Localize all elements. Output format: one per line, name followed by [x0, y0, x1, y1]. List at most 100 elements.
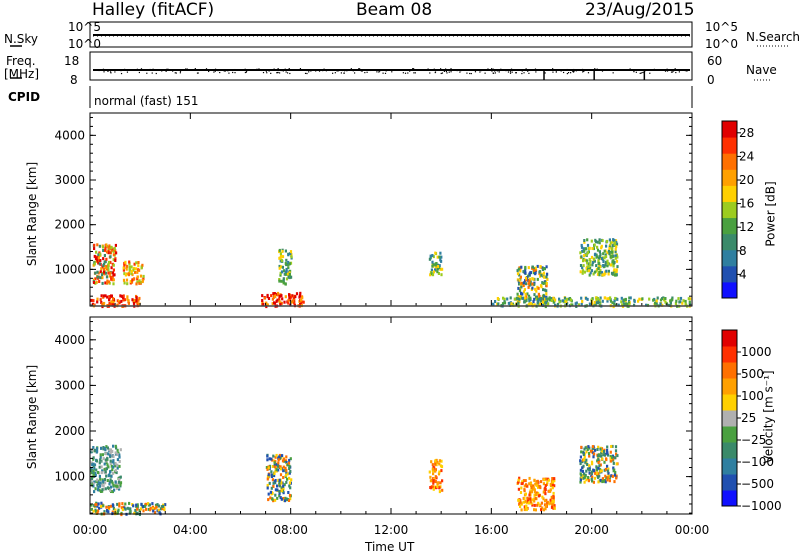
velocity-cell [533, 478, 536, 482]
power-cell [537, 303, 541, 307]
velocity-cell [582, 458, 585, 462]
power-cell [278, 264, 281, 268]
power-cell [281, 297, 284, 301]
nave-point [450, 71, 452, 73]
power-cell [541, 300, 545, 304]
velocity-cell [611, 444, 614, 448]
power-colorbar-segment [722, 233, 737, 251]
power-cell [539, 302, 542, 306]
power-cell [679, 296, 683, 300]
power-cell [284, 262, 287, 265]
power-cell [615, 273, 618, 277]
velocity-cell [606, 448, 609, 452]
power-cell [545, 284, 548, 288]
velocity-cell [285, 497, 289, 501]
velocity-cell [432, 479, 435, 482]
velocity-cell [273, 461, 276, 465]
nave-point [512, 68, 515, 71]
nave-point [318, 70, 321, 72]
velocity-cell [268, 464, 271, 468]
nave-point [474, 71, 477, 73]
nave-point [549, 69, 551, 71]
velocity-cell [551, 499, 554, 503]
power-cell [596, 255, 599, 259]
power-cell [127, 273, 131, 277]
velocity-cell [524, 492, 527, 496]
velocity-cell [288, 484, 291, 488]
power-cell [284, 270, 287, 274]
velocity-cell [580, 450, 583, 454]
velocity-cell [595, 465, 598, 469]
velocity-cell [163, 506, 166, 510]
velocity-cell [519, 491, 523, 494]
power-cell [611, 301, 614, 305]
velocity-colorbar-segment [722, 394, 737, 411]
velocity-cell [140, 502, 143, 506]
power-cell [596, 297, 599, 300]
nave-point [358, 68, 360, 70]
power-cell [601, 273, 604, 277]
power-cell [580, 243, 583, 247]
nave-point [149, 68, 151, 71]
nave-point [521, 70, 523, 72]
power-cell [131, 298, 134, 302]
power-cell [598, 241, 601, 245]
velocity-cell [517, 478, 520, 482]
velocity-cell [116, 511, 119, 515]
nave-point [285, 71, 287, 73]
velocity-cell [276, 488, 279, 492]
velocity-cell [115, 486, 118, 490]
velocity-cell [587, 445, 590, 449]
power-cell [524, 279, 527, 283]
power-cell [615, 259, 619, 263]
velocity-cell [273, 472, 276, 475]
velocity-cell [116, 484, 119, 488]
velocity-cell [582, 464, 585, 468]
power-cell [596, 245, 599, 249]
velocity-cell [111, 481, 114, 485]
velocity-cell [597, 475, 600, 479]
power-cell [540, 273, 543, 277]
power-cell [593, 253, 597, 257]
power-cell [608, 247, 611, 250]
nave-point [429, 72, 431, 74]
velocity-cell [283, 483, 286, 487]
nave-point [308, 69, 310, 71]
velocity-cell [285, 455, 288, 459]
velocity-cell [110, 464, 113, 468]
power-cell [273, 292, 276, 295]
power-cell [613, 268, 616, 272]
power-cell [273, 301, 276, 305]
power-cell [588, 258, 591, 261]
nave-point [620, 69, 623, 71]
power-cell [598, 262, 601, 266]
power-colorbar-tick-label: 16 [739, 197, 754, 211]
power-cell [271, 297, 274, 301]
velocity-ytick-label: 4000 [54, 333, 85, 347]
power-cell [279, 302, 282, 306]
power-cell [580, 255, 583, 259]
velocity-cell [614, 471, 617, 474]
velocity-cell [116, 448, 119, 452]
velocity-cell [98, 465, 101, 469]
power-cell [611, 246, 614, 250]
velocity-cell [289, 486, 292, 490]
power-cell [671, 298, 674, 302]
power-cell [524, 265, 527, 269]
velocity-cell [142, 505, 145, 508]
nave-point [635, 69, 637, 71]
power-cell [535, 289, 538, 293]
power-cell [106, 295, 109, 299]
power-cell [540, 299, 543, 302]
velocity-colorbar-segment [722, 458, 737, 475]
power-cell [529, 301, 532, 305]
velocity-cell [93, 490, 96, 494]
velocity-cell [540, 501, 543, 505]
power-cell [288, 262, 291, 266]
velocity-cell [607, 471, 610, 475]
power-cell [280, 301, 283, 305]
power-cell [539, 296, 543, 300]
power-cell [620, 296, 623, 300]
power-cell [586, 269, 589, 273]
power-cell [601, 299, 604, 303]
